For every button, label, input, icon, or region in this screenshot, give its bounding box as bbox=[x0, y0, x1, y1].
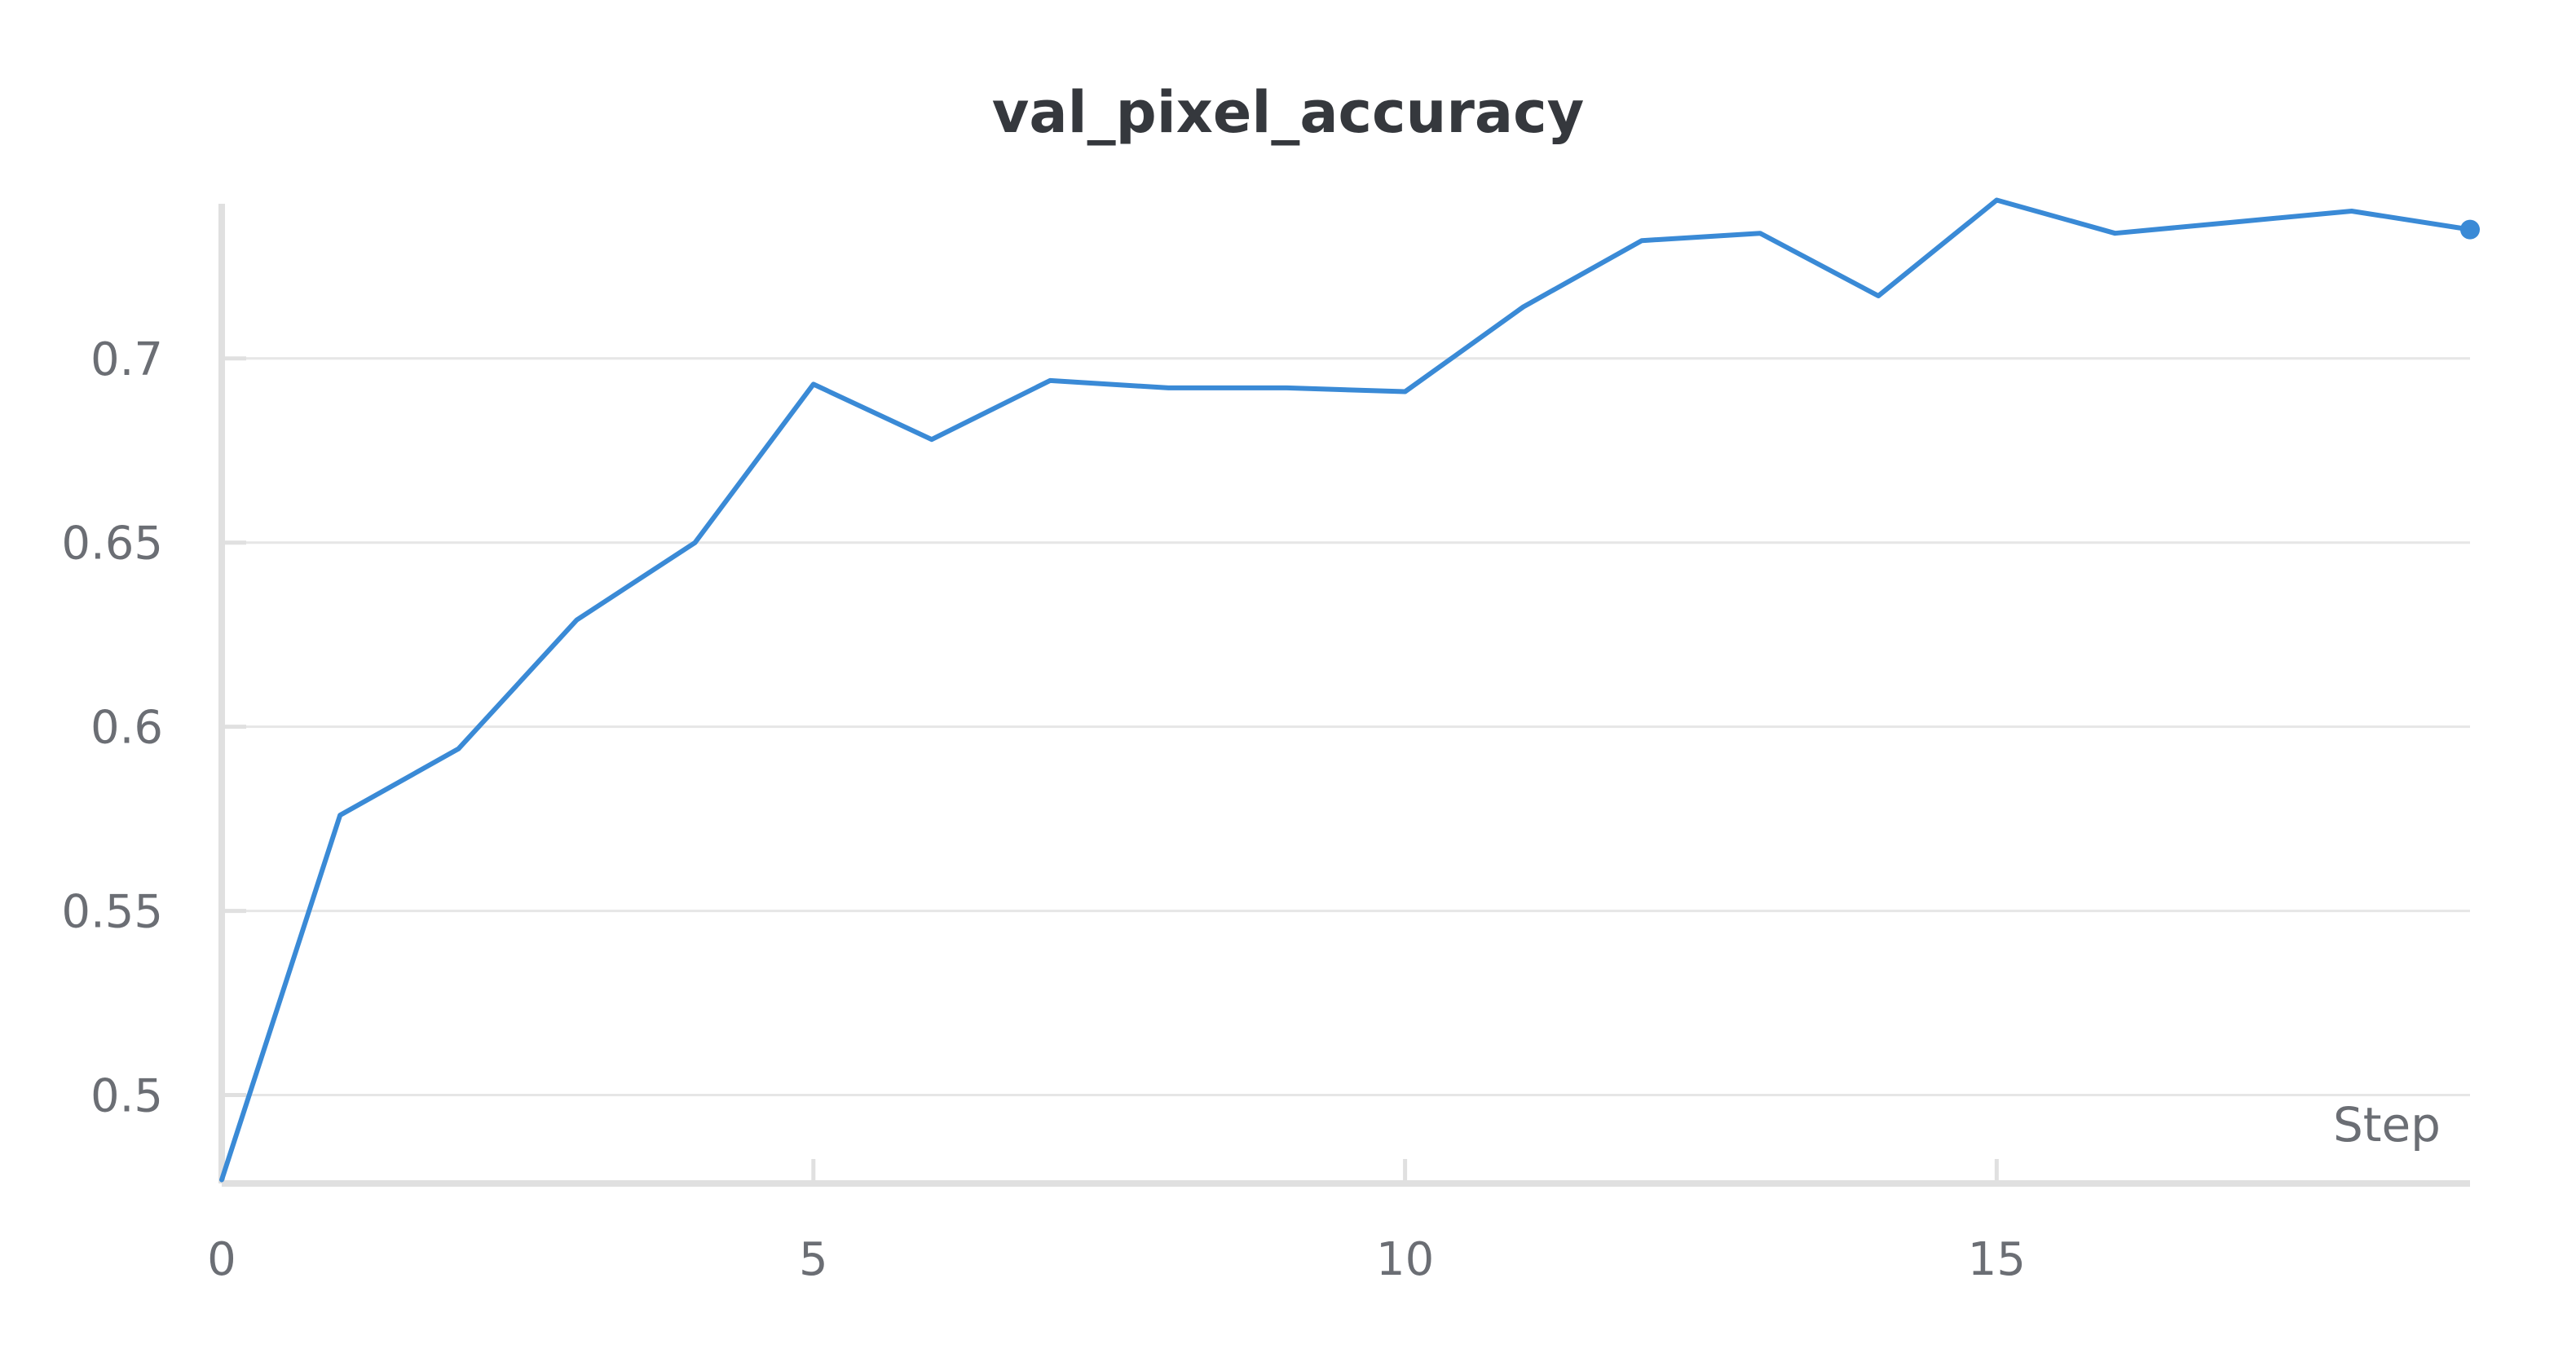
y-tick-label: 0.7 bbox=[90, 333, 163, 386]
data-point bbox=[573, 617, 580, 624]
gridlines bbox=[222, 357, 2470, 1097]
data-point bbox=[218, 1176, 225, 1183]
y-tick-label: 0.6 bbox=[90, 702, 163, 755]
series-layer bbox=[218, 196, 2480, 1183]
x-axis-label: Step bbox=[2333, 1097, 2441, 1152]
data-point bbox=[337, 812, 343, 818]
data-point bbox=[1875, 293, 1881, 299]
y-tick-label: 0.5 bbox=[90, 1070, 163, 1123]
data-point bbox=[2230, 219, 2237, 226]
data-point bbox=[929, 436, 935, 443]
data-point bbox=[810, 381, 817, 387]
data-point bbox=[1520, 304, 1527, 311]
data-point bbox=[1757, 230, 1763, 236]
data-point bbox=[1639, 237, 1645, 244]
axes bbox=[218, 204, 2470, 1187]
x-tick-label: 15 bbox=[1968, 1233, 2026, 1286]
data-point bbox=[692, 540, 699, 546]
x-tick-label: 5 bbox=[799, 1233, 828, 1286]
data-point bbox=[2349, 208, 2355, 214]
x-tick-label: 10 bbox=[1376, 1233, 1434, 1286]
data-point bbox=[1402, 388, 1409, 394]
tick-labels: 0.5 0.55 0.6 0.65 0.7 0 5 10 15 bbox=[61, 333, 2026, 1286]
data-point bbox=[1283, 385, 1290, 391]
y-tick-label: 0.55 bbox=[61, 886, 163, 939]
data-point bbox=[1165, 385, 1171, 391]
chart-title: val_pixel_accuracy bbox=[992, 79, 1585, 146]
data-point bbox=[1993, 196, 2000, 203]
x-tick-label: 0 bbox=[207, 1233, 236, 1286]
data-point bbox=[2112, 230, 2119, 236]
last-point-marker bbox=[2460, 219, 2480, 240]
series-line bbox=[219, 197, 2472, 1183]
data-point bbox=[455, 746, 461, 752]
data-point bbox=[1047, 377, 1053, 384]
y-tick-label: 0.65 bbox=[61, 518, 163, 571]
